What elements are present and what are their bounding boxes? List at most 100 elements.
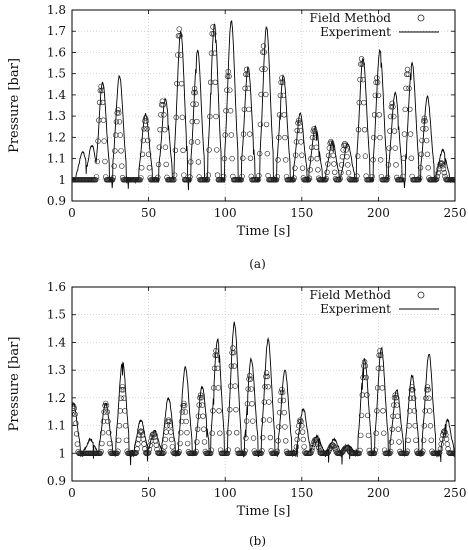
field-method-point [220, 177, 226, 183]
field-method-point [246, 106, 252, 113]
field-method-point [360, 374, 366, 381]
field-method-point [278, 389, 284, 396]
field-method-point [99, 440, 105, 447]
field-method-point [280, 92, 287, 99]
field-method-point [112, 132, 119, 138]
x-tick-label: 150 [290, 206, 313, 220]
field-method-point [296, 423, 302, 429]
field-method-point [244, 71, 251, 78]
field-method-point [417, 175, 423, 181]
y-tick-label: 1.6 [47, 280, 66, 294]
field-method-point [161, 449, 167, 455]
field-method-point [427, 408, 433, 414]
field-method-point [176, 449, 182, 455]
field-method-point [387, 113, 394, 120]
field-method-point [444, 441, 451, 447]
field-method-point [241, 450, 248, 456]
y-axis-label: Pressure [bar] [7, 58, 22, 153]
field-method-point [139, 432, 146, 438]
field-method-point [135, 441, 141, 447]
field-method-point [436, 449, 443, 456]
field-method-point [109, 177, 116, 183]
field-method-point [406, 423, 412, 429]
field-method-point [102, 402, 108, 409]
field-method-point [181, 172, 187, 178]
field-method-point [229, 155, 235, 162]
field-method-point [105, 418, 111, 425]
field-method-point [246, 376, 252, 382]
field-method-point [140, 137, 146, 144]
x-tick-label: 200 [367, 486, 390, 500]
field-method-point [299, 423, 305, 429]
field-method-point [158, 112, 164, 118]
field-method-point [362, 153, 369, 159]
field-method-point [184, 429, 190, 436]
field-method-point [176, 26, 182, 32]
field-method-point [393, 394, 399, 401]
field-method-point [277, 397, 284, 404]
x-tick-label: 150 [290, 486, 313, 500]
field-method-point [279, 79, 286, 86]
field-method-point [225, 447, 231, 453]
field-method-point [358, 432, 364, 439]
field-method-point [233, 429, 240, 436]
field-method-point [425, 387, 431, 393]
field-method-point [193, 448, 199, 455]
field-method-point [242, 85, 248, 92]
field-method-point [259, 448, 265, 454]
field-method-point [201, 439, 208, 445]
field-method-point [167, 423, 173, 429]
field-method-point [434, 173, 441, 180]
field-method-point [263, 373, 269, 380]
field-method-point [215, 385, 222, 391]
field-method-point [247, 376, 254, 382]
field-method-point [117, 132, 123, 138]
field-method-point [392, 145, 398, 151]
field-method-point [407, 131, 414, 137]
field-method-point [307, 167, 313, 173]
field-method-point [221, 155, 228, 162]
x-tick-label: 100 [214, 206, 237, 220]
field-method-point [211, 31, 217, 37]
field-method-point [214, 147, 220, 153]
field-method-point [119, 387, 125, 393]
y-tick-label: 1.6 [47, 45, 66, 59]
field-method-point [261, 49, 267, 55]
field-method-point [442, 429, 448, 435]
field-method-point [212, 79, 218, 86]
field-method-point [175, 52, 181, 58]
field-method-point [371, 134, 377, 141]
y-tick-label: 0.9 [47, 194, 66, 208]
field-method-point [297, 127, 303, 134]
field-method-point [199, 402, 205, 408]
field-method-point [177, 440, 183, 447]
field-method-point [247, 372, 253, 379]
field-method-point [111, 163, 117, 169]
field-method-point [281, 112, 287, 118]
field-method-point [311, 126, 317, 132]
field-method-point [406, 85, 412, 92]
field-method-point [198, 394, 205, 401]
field-method-point [99, 87, 105, 94]
field-method-point [230, 345, 236, 351]
field-method-point [282, 134, 288, 141]
x-tick-label: 100 [214, 486, 237, 500]
field-method-point [179, 409, 186, 415]
field-method-point [410, 387, 416, 393]
field-method-point [359, 392, 366, 398]
field-method-point [301, 444, 307, 450]
field-method-point [168, 436, 175, 443]
field-method-point [413, 437, 419, 443]
field-method-point [314, 155, 320, 162]
field-method-point [115, 448, 121, 454]
field-method-point [423, 387, 430, 393]
field-method-point [330, 442, 336, 449]
field-method-point [266, 417, 273, 423]
field-method-point [197, 394, 203, 401]
field-method-point [440, 166, 447, 172]
field-method-point [209, 31, 215, 37]
field-method-point [325, 161, 331, 167]
field-method-point [282, 424, 288, 430]
field-method-point [110, 174, 117, 181]
